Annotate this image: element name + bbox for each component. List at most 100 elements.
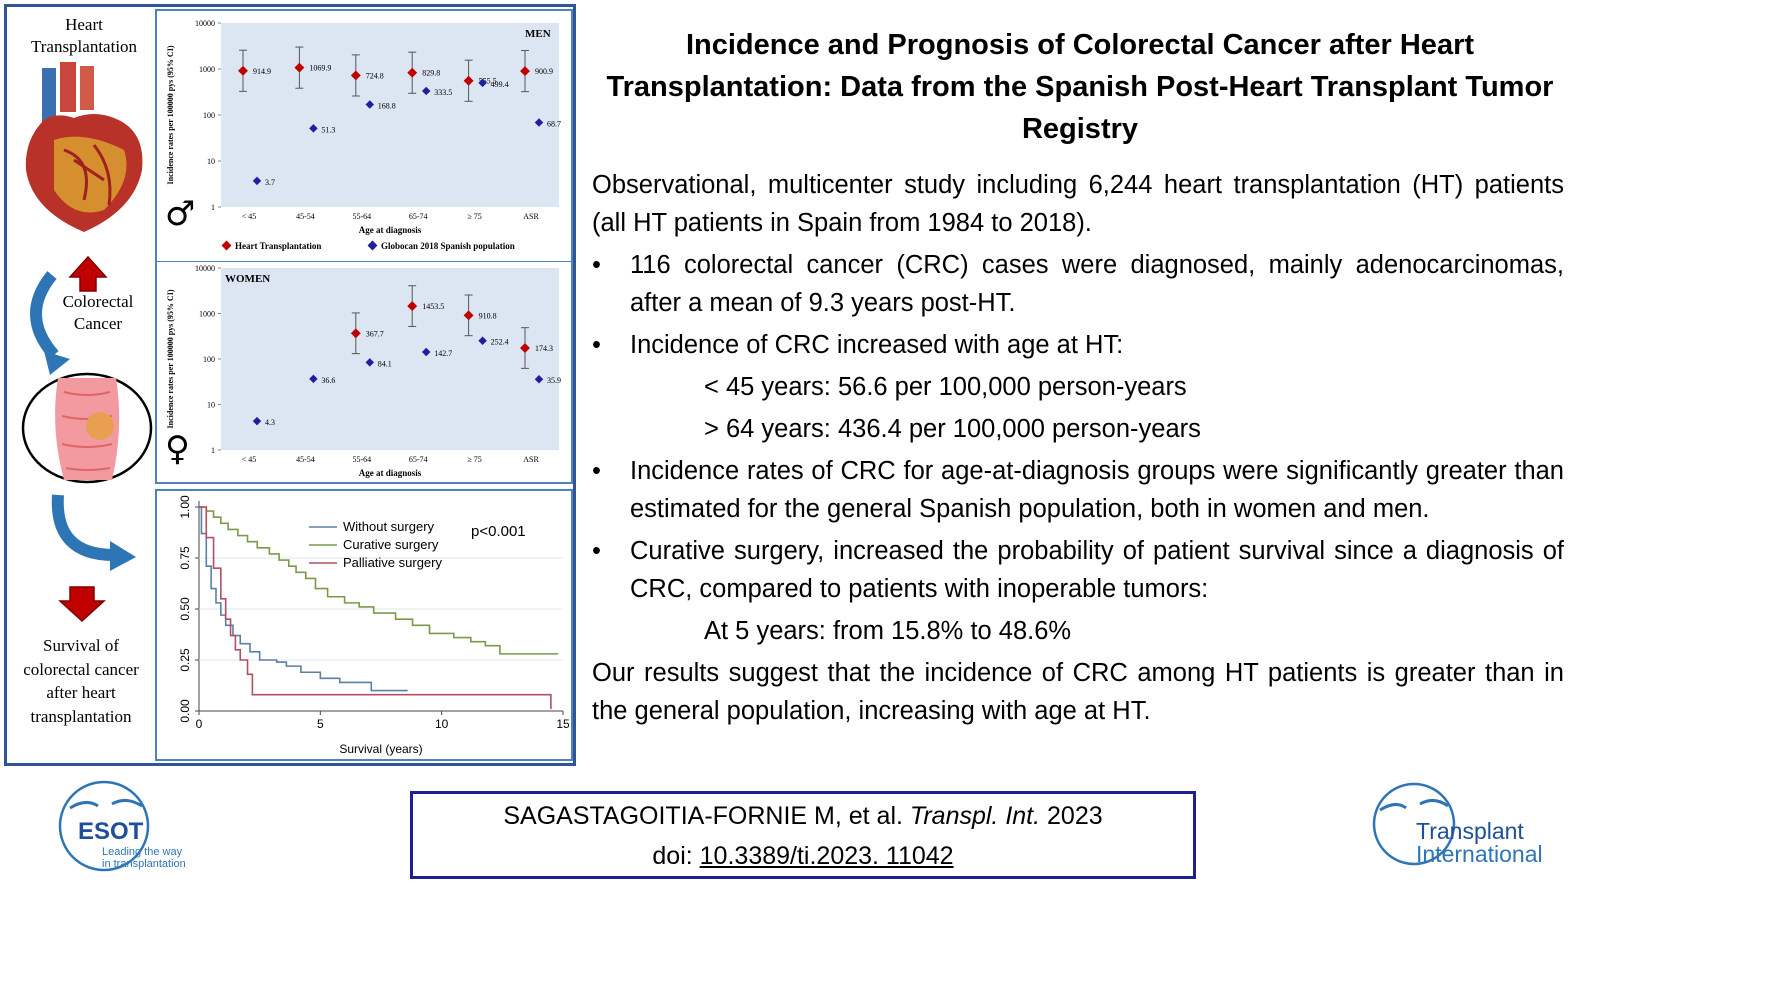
intro-paragraph: Observational, multicenter study includi… [592, 171, 1564, 237]
x-tick-label: < 45 [242, 212, 257, 221]
globocan-value-label: 36.6 [321, 376, 335, 385]
x-tick-label: < 45 [242, 455, 257, 464]
flow-arrows [30, 255, 136, 623]
ht-value-label: 1069.9 [309, 64, 331, 73]
y-tick-label: 10 [207, 157, 215, 166]
globocan-point [252, 416, 262, 426]
citation-authors: SAGASTAGOITIA-FORNIE M, et al. [503, 802, 903, 830]
y-tick-label: 0.75 [178, 546, 192, 570]
ht-point [350, 328, 361, 339]
men-chart-svg: 1 10 100 1000 10000 < 45 45-54 55-64 65-74 ≥ 75 AS… [165, 19, 561, 251]
globocan-value-label: 3.7 [265, 178, 275, 187]
globocan-value-label: 51.3 [321, 125, 335, 134]
km-curve-without-surgery [199, 506, 408, 692]
y-tick-label: 1 [211, 446, 215, 455]
y-axis-label: Incidence rates per 100000 pys (95% CI) [166, 45, 175, 184]
x-tick-label: 15 [556, 717, 570, 731]
bullet-crc-cases: 116 colorectal cancer (CRC) cases were d… [592, 246, 1564, 322]
legend-globocan-marker [367, 240, 378, 251]
panel-label: WOMEN [225, 273, 270, 285]
p-value-annotation: p<0.001 [471, 523, 526, 540]
y-axis-label: Incidence rates per 100000 pys (95% CI) [166, 289, 175, 428]
globocan-value-label: 4.3 [265, 418, 275, 427]
globocan-point [478, 336, 487, 345]
y-tick-label: 100 [203, 355, 215, 364]
ht-point [407, 67, 418, 78]
ti-name: Transplant International [1416, 818, 1543, 867]
ht-value-label: 367.7 [366, 329, 384, 338]
women-chart-svg: 1 10 100 1000 10000 < 45 45-54 55-64 65-74 ≥ 75 AS… [165, 264, 561, 478]
plot-area [221, 23, 559, 207]
km-curve-palliative-surgery [199, 506, 552, 709]
summary-text: Observational, multicenter study includi… [592, 166, 1564, 730]
survival-5-years: At 5 years: from 15.8% to 48.6% [704, 617, 1072, 645]
y-tick-label: 0.25 [178, 648, 192, 672]
x-axis-label: Survival (years) [339, 742, 422, 756]
globocan-point [309, 124, 318, 133]
ht-value-label: 555.5 [479, 77, 497, 86]
plot-area [221, 268, 559, 450]
incidence-under-45: < 45 years: 56.6 per 100,000 person-year… [704, 373, 1187, 401]
page-title: Incidence and Prognosis of Colorectal Ca… [606, 29, 1554, 145]
ht-point [407, 301, 418, 312]
y-tick-label: 100 [203, 111, 215, 120]
panel-label: MEN [525, 28, 551, 40]
globocan-value-label: 142.7 [434, 349, 452, 358]
colon-illustration [21, 372, 153, 484]
globocan-value-label: 35.9 [547, 376, 561, 385]
doi-link[interactable]: 10.3389/ti.2023. 11042 [699, 842, 954, 870]
x-tick-label: 55-64 [352, 212, 371, 221]
globocan-point [421, 347, 431, 357]
globocan-point [365, 358, 375, 367]
x-tick-label: 45-54 [296, 212, 315, 221]
survival-label: Survival of colorectal cancer after hear… [23, 636, 139, 726]
ht-value-label: 829.8 [422, 69, 440, 78]
doi-line: doi: 10.3389/ti.2023. 11042 [413, 836, 1193, 876]
globocan-point [478, 78, 487, 88]
survival-chart: 0.00 0.25 0.50 0.75 1.00 0 5 10 15 Survival (year… [155, 489, 573, 761]
x-tick-label: 45-54 [296, 455, 315, 464]
citation-year: 2023 [1047, 802, 1103, 830]
globocan-point [365, 100, 375, 109]
figure-panel [4, 4, 576, 766]
ht-point [350, 70, 361, 81]
transplant-international-logo: Transplant International [1370, 780, 1570, 872]
legend-label: Palliative surgery [343, 555, 442, 570]
x-tick-label: 5 [317, 717, 324, 731]
globocan-value-label: 499.4 [491, 80, 509, 89]
x-tick-label: 55-64 [352, 455, 371, 464]
sex-symbol-icon: ♀ [165, 429, 190, 469]
x-tick-label: ASR [523, 455, 539, 464]
ht-value-label: 910.8 [479, 311, 497, 320]
incidence-over-64: > 64 years: 436.4 per 100,000 person-yea… [704, 415, 1201, 443]
bullet-curative-surgery: Curative surgery, increased the probabil… [592, 532, 1564, 608]
women-incidence-chart: 1 10 100 1000 10000 < 45 45-54 55-64 65-74 ≥ 75 AS… [155, 262, 573, 484]
men-incidence-chart: 1 10 100 1000 10000 < 45 45-54 55-64 65-74 ≥ 75 AS… [155, 9, 573, 263]
globocan-value-label: 68.7 [547, 119, 561, 128]
x-tick-label: 65-74 [409, 212, 428, 221]
heart-transplantation-label: Heart Transplantation [30, 15, 138, 56]
x-tick-label: 65-74 [409, 455, 428, 464]
legend-label: Without surgery [343, 519, 435, 534]
x-axis-label: Age at diagnosis [359, 225, 422, 235]
globocan-point [309, 374, 318, 384]
ht-point [520, 66, 530, 77]
y-tick-label: 10000 [195, 19, 215, 28]
y-tick-label: 1.00 [178, 495, 192, 519]
y-tick-label: 0.00 [178, 699, 192, 723]
y-tick-label: 1 [211, 203, 215, 212]
y-tick-label: 10 [207, 401, 215, 410]
citation-line: SAGASTAGOITIA-FORNIE M, et al. Transpl. … [413, 796, 1193, 836]
ht-point [520, 343, 530, 353]
y-tick-label: 10000 [195, 264, 215, 273]
bullet-incidence-age: Incidence of CRC increased with age at H… [592, 326, 1564, 364]
heart-illustration [25, 62, 143, 232]
ht-value-label: 1453.5 [422, 302, 444, 311]
legend-globocan-label: Globocan 2018 Spanish population [381, 241, 515, 251]
y-tick-label: 1000 [199, 65, 215, 74]
ht-value-label: 914.9 [253, 67, 271, 76]
x-tick-label: ≥ 75 [467, 455, 481, 464]
esot-logo: ESOT Leading the way in transplantation [52, 778, 212, 878]
x-tick-label: 10 [435, 717, 449, 731]
y-tick-label: 1000 [199, 310, 215, 319]
